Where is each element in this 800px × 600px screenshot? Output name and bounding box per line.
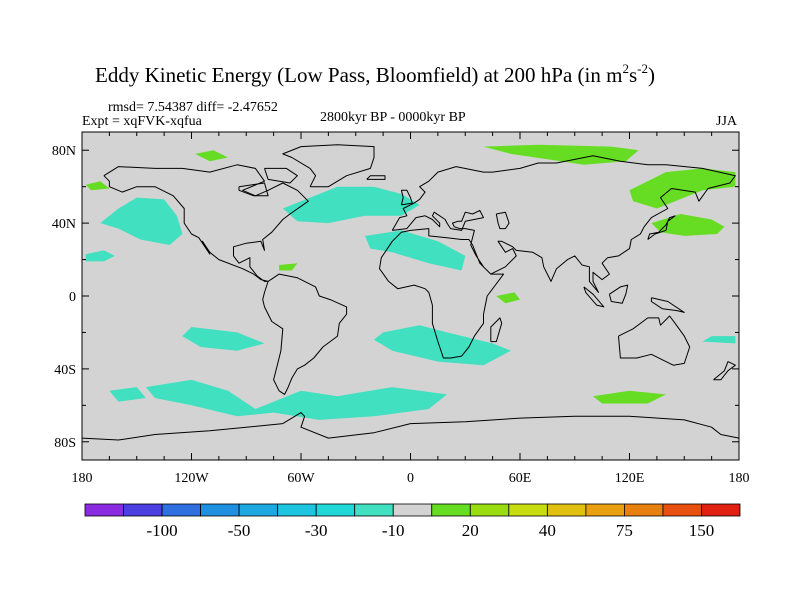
y-tick-label: 80N <box>52 144 76 159</box>
region-southern-ocean-americas <box>145 379 447 420</box>
colorbar-label: 20 <box>462 521 479 540</box>
coastline-australia <box>618 315 691 366</box>
colorbar-box <box>238 503 279 517</box>
coastline-iceland <box>366 175 386 180</box>
region-north-pacific-east <box>100 197 183 245</box>
coastline-uk <box>400 189 413 206</box>
colorbar-box <box>200 503 240 517</box>
colorbar-label: 150 <box>689 521 715 540</box>
colorbar-box <box>585 503 625 517</box>
colorbar-box <box>701 503 741 517</box>
region-southern-indian-ocean <box>593 390 666 404</box>
colorbar-label: -30 <box>305 521 328 540</box>
colorbar-box <box>508 503 548 517</box>
colorbar-box <box>392 503 433 517</box>
colorbar-box <box>161 503 201 517</box>
region-canada-arctic <box>195 150 228 162</box>
colorbar: -100 -50 -30 -10 20 40 75 150 <box>84 503 741 540</box>
x-tick-label: 180 <box>729 471 750 486</box>
region-small-atlantic-tropics <box>279 263 298 271</box>
colorbar-box <box>277 503 317 517</box>
stats-label: rmsd= 7.54387 diff= -2.47652 <box>108 100 278 115</box>
region-south-atlantic-south-africa <box>374 325 511 366</box>
region-subtropical-atlantic-africa <box>364 230 466 271</box>
colorbar-label: -50 <box>228 521 251 540</box>
region-north-atlantic-jet <box>282 186 420 224</box>
region-arctic-siberia <box>483 144 639 165</box>
x-tick-label: 60E <box>509 471 532 486</box>
chart-title: Eddy Kinetic Energy (Low Pass, Bloomfiel… <box>95 61 655 87</box>
x-tick-label: 60W <box>287 471 315 486</box>
coastline-hudson-bay <box>238 182 269 197</box>
x-tick-label: 120W <box>174 471 209 486</box>
coastline-sumatra <box>583 286 605 308</box>
coastline-caspian <box>495 211 510 230</box>
colorbar-label: -10 <box>382 521 405 540</box>
colorbar-box <box>354 503 394 517</box>
period-label: 2800kyr BP - 0000kyr BP <box>320 110 466 125</box>
colorbar-box <box>431 503 471 517</box>
coastlines <box>81 144 740 441</box>
colorbar-label: -100 <box>147 521 178 540</box>
colorbar-box <box>469 503 510 517</box>
region-alaska-west-pacific-north <box>702 336 736 344</box>
colorbar-box <box>662 503 702 517</box>
region-subtropical-pacific-west <box>85 250 115 262</box>
y-tick-label: 80S <box>54 436 76 451</box>
coastline-madagascar <box>490 317 503 343</box>
x-tick-label: 120E <box>615 471 645 486</box>
x-axis: 180 120W 60W 0 60E 120E 180 <box>72 132 750 486</box>
coastline-south-america <box>262 273 348 395</box>
colorbar-label: 40 <box>539 521 556 540</box>
y-tick-label: 40N <box>52 217 76 232</box>
colorbar-box <box>84 503 124 517</box>
coastline-greenland <box>282 144 375 188</box>
colorbar-label: 75 <box>616 521 633 540</box>
x-tick-label: 0 <box>407 471 414 486</box>
colorbar-box <box>624 503 664 517</box>
region-alaska-west <box>85 181 110 191</box>
colorbar-box <box>315 503 356 517</box>
experiment-label: Expt = xqFVK-xqfua <box>82 114 203 129</box>
region-east-africa <box>496 292 520 304</box>
x-tick-label: 180 <box>72 471 93 486</box>
y-tick-label: 40S <box>54 363 76 378</box>
coastline-north-america <box>103 164 309 282</box>
y-axis: 80N 40N 0 40S 80S <box>52 144 739 451</box>
coastline-eurasia-africa <box>379 155 736 359</box>
region-south-pacific-subtropics <box>182 327 265 351</box>
season-label: JJA <box>716 114 738 129</box>
region-southern-pacific-small <box>109 387 146 402</box>
colorbar-box <box>546 503 587 517</box>
coastline-new-zealand <box>713 361 736 381</box>
coastline-antarctica <box>81 412 740 441</box>
coastline-baffin <box>264 167 298 184</box>
coastline-new-guinea <box>650 297 685 313</box>
region-nw-pacific-kamchatka <box>629 168 736 209</box>
y-tick-label: 0 <box>69 290 76 305</box>
coastline-indonesia-borneo <box>608 284 629 304</box>
colorbar-box <box>123 503 163 517</box>
coastline-japan <box>647 215 676 240</box>
